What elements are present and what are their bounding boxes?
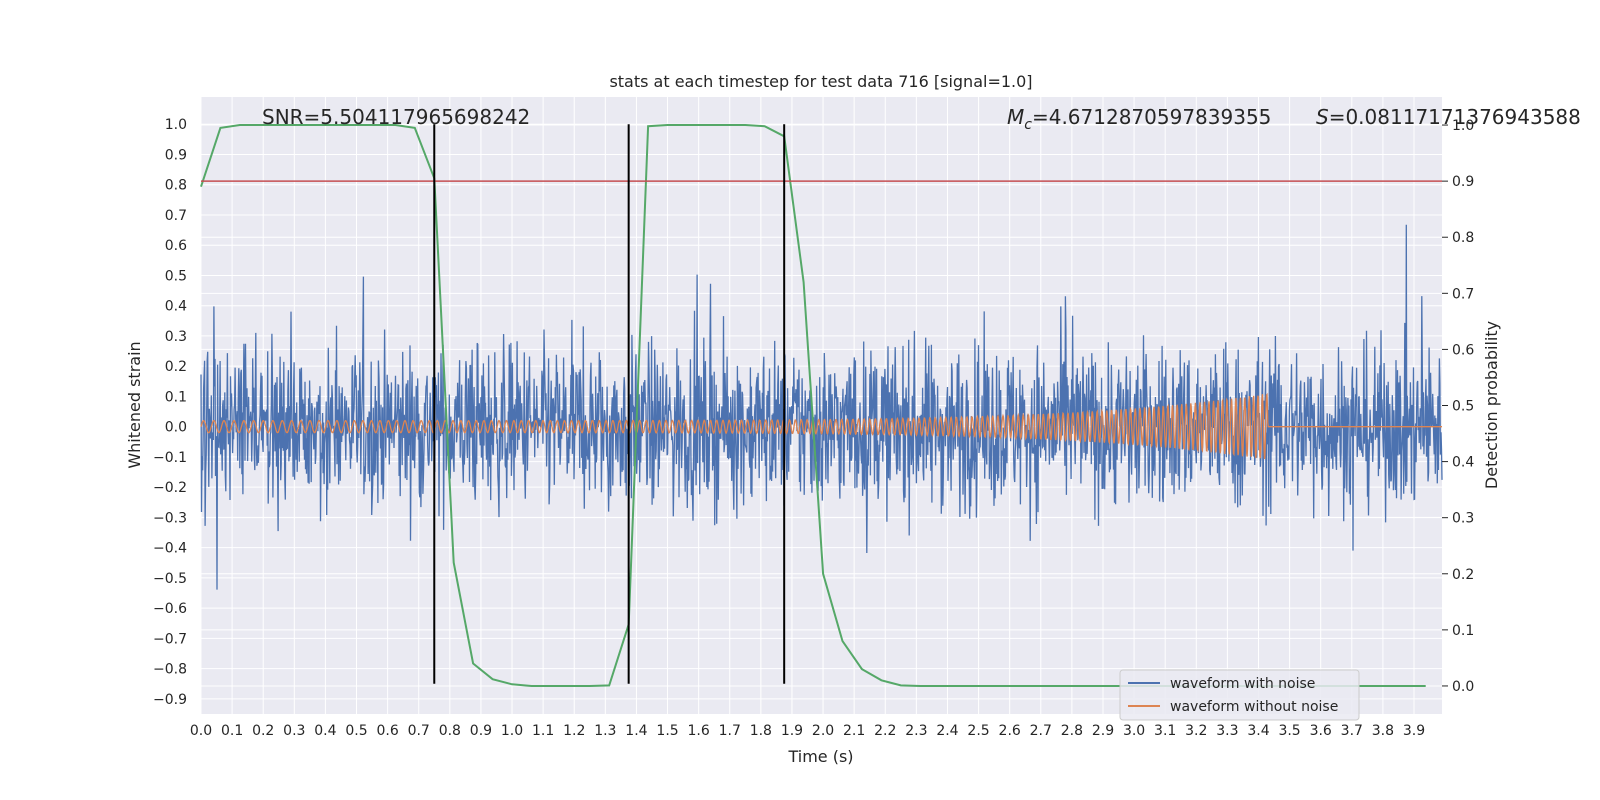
x-tick-label: 2.6 <box>999 723 1021 739</box>
y-tick-label: 0.9 <box>165 147 187 163</box>
chirp-mass-annotation: Mc=4.6712870597839355 <box>1007 105 1271 133</box>
y2-tick-label: 0.0 <box>1452 679 1474 695</box>
x-tick-label: 0.7 <box>408 723 430 739</box>
x-tick-label: 2.1 <box>843 723 865 739</box>
y-axis-label: Whitened strain <box>125 341 144 468</box>
snr-annotation: SNR=5.504117965698242 <box>262 105 530 129</box>
x-tick-label: 0.1 <box>221 723 243 739</box>
y-tick-label: −0.7 <box>153 631 187 647</box>
x-tick-label: 2.2 <box>874 723 896 739</box>
y-tick-label: 0.7 <box>165 208 187 224</box>
x-axis-label: Time (s) <box>787 747 853 766</box>
chirp-mass-value: =4.6712870597839355 <box>1032 105 1271 129</box>
x-tick-label: 0.4 <box>314 723 336 739</box>
legend: waveform with noise waveform without noi… <box>1119 669 1360 721</box>
y2-tick-label: 0.2 <box>1452 567 1474 583</box>
y2-axis-label: Detection probability <box>1482 321 1501 489</box>
y2-tick-label: 0.9 <box>1452 174 1474 190</box>
chirp-trace <box>200 392 1442 460</box>
y-tick-label: −0.1 <box>153 450 187 466</box>
y2-tick-label: 0.5 <box>1452 399 1474 415</box>
y-axis-ticks: 1.0 0.9 0.8 0.7 0.6 0.5 0.4 0.3 0.2 0.1 0.0 −0.1 −0.… <box>153 117 187 708</box>
x-tick-label: 3.8 <box>1372 723 1394 739</box>
y-tick-label: −0.8 <box>153 662 187 678</box>
x-tick-label: 1.7 <box>719 723 741 739</box>
x-tick-label: 0.0 <box>190 723 212 739</box>
x-tick-label: 0.8 <box>439 723 461 739</box>
x-tick-label: 2.8 <box>1061 723 1083 739</box>
y2-tick-label: 0.3 <box>1452 511 1474 527</box>
y2-axis-ticks: 0.0 0.1 0.2 0.3 0.4 0.5 0.6 0.7 0.8 0.9 1.0 <box>1442 118 1474 695</box>
y-tick-label: −0.5 <box>153 571 187 587</box>
x-tick-label: 3.3 <box>1216 723 1238 739</box>
legend-label-clean: waveform without noise <box>1170 699 1338 715</box>
x-tick-label: 0.6 <box>376 723 398 739</box>
legend-label-noise: waveform with noise <box>1170 676 1315 692</box>
series-waveform-with-noise <box>200 224 1443 590</box>
y-tick-label: −0.2 <box>153 480 187 496</box>
legend-box <box>1119 669 1360 721</box>
spin-value: =0.08117171376943588 <box>1329 105 1581 129</box>
x-tick-label: 1.8 <box>750 723 772 739</box>
x-tick-label: 2.9 <box>1092 723 1114 739</box>
x-tick-label: 0.2 <box>252 723 274 739</box>
x-tick-label: 0.3 <box>283 723 305 739</box>
y-tick-label: 0.0 <box>165 420 187 436</box>
x-tick-label: 3.7 <box>1341 723 1363 739</box>
x-tick-label: 3.1 <box>1154 723 1176 739</box>
x-tick-label: 0.5 <box>345 723 367 739</box>
y-tick-label: −0.9 <box>153 692 187 708</box>
y-tick-label: −0.6 <box>153 601 187 617</box>
y-tick-label: 1.0 <box>165 117 187 133</box>
overlays <box>201 124 1442 684</box>
x-tick-label: 3.6 <box>1310 723 1332 739</box>
x-tick-label: 3.0 <box>1123 723 1145 739</box>
y2-tick-label: 0.6 <box>1452 342 1474 358</box>
x-tick-label: 3.5 <box>1278 723 1300 739</box>
y2-tick-label: 1.0 <box>1452 118 1474 134</box>
x-tick-label: 3.9 <box>1403 723 1425 739</box>
x-tick-label: 2.4 <box>936 723 958 739</box>
x-tick-label: 0.9 <box>470 723 492 739</box>
y2-tick-label: 0.4 <box>1452 455 1474 471</box>
series-waveform-without-noise <box>200 392 1442 460</box>
y-tick-label: −0.4 <box>153 541 187 557</box>
x-tick-label: 1.4 <box>625 723 647 739</box>
chirp-mass-symbol: M <box>1007 105 1024 129</box>
y-tick-label: 0.2 <box>165 359 187 375</box>
y-tick-label: 0.4 <box>165 299 187 315</box>
x-tick-label: 2.0 <box>812 723 834 739</box>
x-axis-ticks: 0.0 0.1 0.2 0.3 0.4 0.5 0.6 0.7 0.8 0.9 1.0 1.1 1.2 1… <box>190 723 1425 739</box>
x-tick-label: 2.3 <box>905 723 927 739</box>
x-tick-label: 1.3 <box>594 723 616 739</box>
spin-annotation: S=0.08117171376943588 <box>1316 105 1581 129</box>
x-tick-label: 3.4 <box>1247 723 1269 739</box>
chart-title: stats at each timestep for test data 716… <box>609 72 1032 91</box>
x-tick-label: 2.7 <box>1030 723 1052 739</box>
y-tick-label: −0.3 <box>153 510 187 526</box>
y-tick-label: 0.3 <box>165 329 187 345</box>
y-tick-label: 0.6 <box>165 238 187 254</box>
x-tick-label: 1.0 <box>501 723 523 739</box>
x-tick-label: 1.1 <box>532 723 554 739</box>
y2-tick-label: 0.7 <box>1452 286 1474 302</box>
chirp-mass-subscript: c <box>1024 117 1032 133</box>
y-tick-label: 0.8 <box>165 178 187 194</box>
x-tick-label: 2.5 <box>967 723 989 739</box>
spin-symbol: S <box>1316 105 1329 129</box>
x-tick-label: 1.5 <box>656 723 678 739</box>
x-tick-label: 1.6 <box>688 723 710 739</box>
noise-trace <box>200 224 1443 590</box>
y-tick-label: 0.5 <box>165 268 187 284</box>
x-tick-label: 1.2 <box>563 723 585 739</box>
y2-tick-label: 0.8 <box>1452 230 1474 246</box>
y2-tick-label: 0.1 <box>1452 623 1474 639</box>
x-tick-label: 3.2 <box>1185 723 1207 739</box>
y-tick-label: 0.1 <box>165 389 187 405</box>
x-tick-label: 1.9 <box>781 723 803 739</box>
